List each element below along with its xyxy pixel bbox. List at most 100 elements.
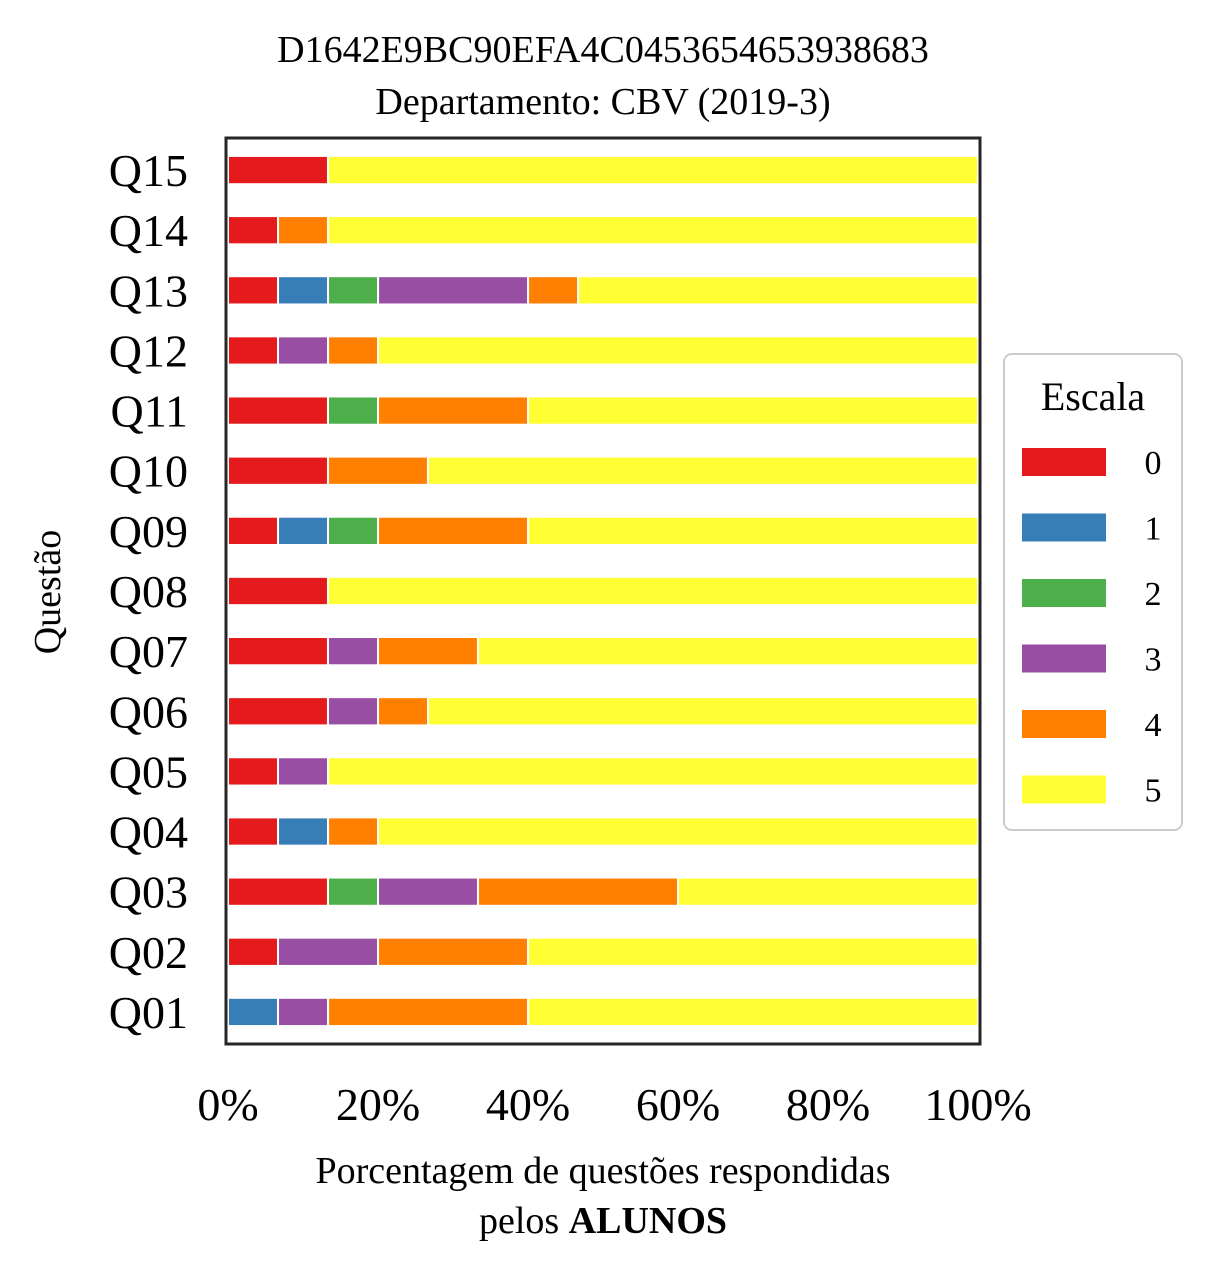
bar-q07-scale-4 xyxy=(377,636,479,667)
x-tick-100: 100% xyxy=(924,1079,1031,1130)
bar-q09-scale-4 xyxy=(377,515,530,546)
legend-swatch-4 xyxy=(1022,710,1106,738)
bar-q01-scale-3 xyxy=(277,996,330,1028)
bar-q08-scale-5 xyxy=(326,575,980,607)
bar-q12-scale-4 xyxy=(327,335,380,366)
bar-q13-scale-0 xyxy=(227,275,280,306)
y-tick-q13: Q13 xyxy=(109,265,188,316)
bar-q09-scale-2 xyxy=(327,515,380,546)
bar-q02-scale-4 xyxy=(377,936,529,967)
legend-label-1: 1 xyxy=(1145,511,1162,548)
legend-items: 0 1 2 3 4 5 xyxy=(1022,445,1162,810)
x-tick-80: 80% xyxy=(786,1079,870,1130)
bar-q01-scale-1 xyxy=(227,996,280,1028)
legend-swatch-5 xyxy=(1022,775,1106,804)
legend-label-3: 3 xyxy=(1145,642,1162,679)
bar-q02-scale-3 xyxy=(277,936,379,967)
y-tick-q11: Q11 xyxy=(110,386,188,437)
bar-q10-scale-5 xyxy=(426,455,979,486)
bar-q05-scale-0 xyxy=(227,756,280,787)
bar-q12-scale-5 xyxy=(377,335,980,366)
bar-q01-scale-4 xyxy=(327,996,530,1028)
bar-q11-scale-0 xyxy=(227,395,329,426)
bar-q02-scale-0 xyxy=(227,936,280,967)
x-tick-0: 0% xyxy=(197,1079,258,1130)
y-tick-q15: Q15 xyxy=(109,145,188,196)
y-tick-q12: Q12 xyxy=(109,325,188,376)
y-tick-q04: Q04 xyxy=(109,807,188,858)
legend-swatch-0 xyxy=(1022,448,1106,476)
bar-q08-scale-0 xyxy=(227,575,329,607)
bar-q05-scale-5 xyxy=(327,756,980,787)
bar-q04-scale-4 xyxy=(327,816,380,847)
x-tick-labels: 0% 20% 40% 60% 80% 100% xyxy=(197,1079,1031,1130)
y-tick-q09: Q09 xyxy=(109,506,188,557)
chart-title: D1642E9BC90EFA4C0453654653938683 xyxy=(277,29,929,71)
y-tick-q02: Q02 xyxy=(109,927,188,978)
x-tick-40: 40% xyxy=(486,1079,570,1130)
bar-q12-scale-3 xyxy=(277,335,330,366)
y-tick-q07: Q07 xyxy=(109,626,188,677)
legend-title: Escala xyxy=(1041,374,1146,419)
bar-q13-scale-3 xyxy=(377,275,530,306)
bar-q03-scale-0 xyxy=(227,876,329,907)
bar-q07-scale-0 xyxy=(227,636,329,667)
x-tick-20: 20% xyxy=(336,1079,420,1130)
y-tick-q05: Q05 xyxy=(109,746,188,797)
legend-label-0: 0 xyxy=(1145,445,1162,482)
bar-q14-scale-5 xyxy=(327,215,980,246)
chart-subtitle: Departamento: CBV (2019-3) xyxy=(375,81,830,123)
y-tick-q03: Q03 xyxy=(109,867,188,918)
y-tick-q08: Q08 xyxy=(109,566,188,617)
bar-q11-scale-4 xyxy=(377,395,529,426)
bar-q06-scale-4 xyxy=(377,696,430,727)
legend: Escala 0 1 2 3 4 5 xyxy=(1003,353,1183,831)
bar-q06-scale-5 xyxy=(427,696,979,727)
bar-q09-scale-1 xyxy=(277,515,330,546)
legend-swatch-1 xyxy=(1022,513,1106,542)
legend-swatch-3 xyxy=(1022,644,1106,673)
x-axis-label-bold: ALUNOS xyxy=(569,1200,727,1242)
bar-q13-scale-5 xyxy=(577,275,980,306)
bar-q15-scale-0 xyxy=(227,154,329,186)
bar-q09-scale-0 xyxy=(227,515,280,546)
x-axis-label-line2: pelos ALUNOS xyxy=(479,1200,727,1242)
bar-q03-scale-5 xyxy=(677,876,979,907)
bar-q13-scale-2 xyxy=(327,275,380,306)
y-tick-q01: Q01 xyxy=(109,987,188,1038)
y-tick-labels: Q01 Q02 Q03 Q04 Q05 Q06 Q07 Q08 Q09 Q10 Q11 Q12 Q13 Q… xyxy=(109,145,188,1038)
legend-label-4: 4 xyxy=(1145,707,1162,744)
bar-q04-scale-5 xyxy=(377,816,980,847)
bar-q10-scale-0 xyxy=(227,455,329,486)
bar-q02-scale-5 xyxy=(527,936,979,967)
bar-q14-scale-0 xyxy=(227,215,280,246)
y-tick-q10: Q10 xyxy=(109,446,188,497)
y-tick-q06: Q06 xyxy=(109,686,188,737)
bar-q07-scale-3 xyxy=(326,636,380,667)
bar-q05-scale-3 xyxy=(277,756,330,787)
bar-q04-scale-1 xyxy=(277,816,330,847)
legend-swatch-2 xyxy=(1022,579,1106,607)
bar-q03-scale-4 xyxy=(476,876,679,907)
y-axis-label: Questão xyxy=(27,530,69,655)
bar-q10-scale-4 xyxy=(326,455,429,486)
bar-q03-scale-3 xyxy=(377,876,479,907)
legend-label-2: 2 xyxy=(1145,576,1162,613)
bar-q07-scale-5 xyxy=(476,636,979,667)
x-axis-label-prefix: pelos xyxy=(479,1200,569,1242)
bar-q13-scale-1 xyxy=(277,275,330,306)
bar-q13-scale-4 xyxy=(527,275,580,306)
bar-q09-scale-5 xyxy=(527,515,980,546)
y-tick-q14: Q14 xyxy=(109,205,188,256)
bar-q11-scale-2 xyxy=(326,395,380,426)
x-tick-60: 60% xyxy=(636,1079,720,1130)
legend-label-5: 5 xyxy=(1145,773,1162,810)
x-axis-label-line1: Porcentagem de questões respondidas xyxy=(315,1150,890,1192)
bar-q12-scale-0 xyxy=(227,335,280,366)
bar-q06-scale-0 xyxy=(227,696,329,727)
bar-q03-scale-2 xyxy=(326,876,380,907)
bar-q06-scale-3 xyxy=(326,696,380,727)
bar-q01-scale-5 xyxy=(527,996,980,1028)
bars-group xyxy=(227,154,980,1028)
